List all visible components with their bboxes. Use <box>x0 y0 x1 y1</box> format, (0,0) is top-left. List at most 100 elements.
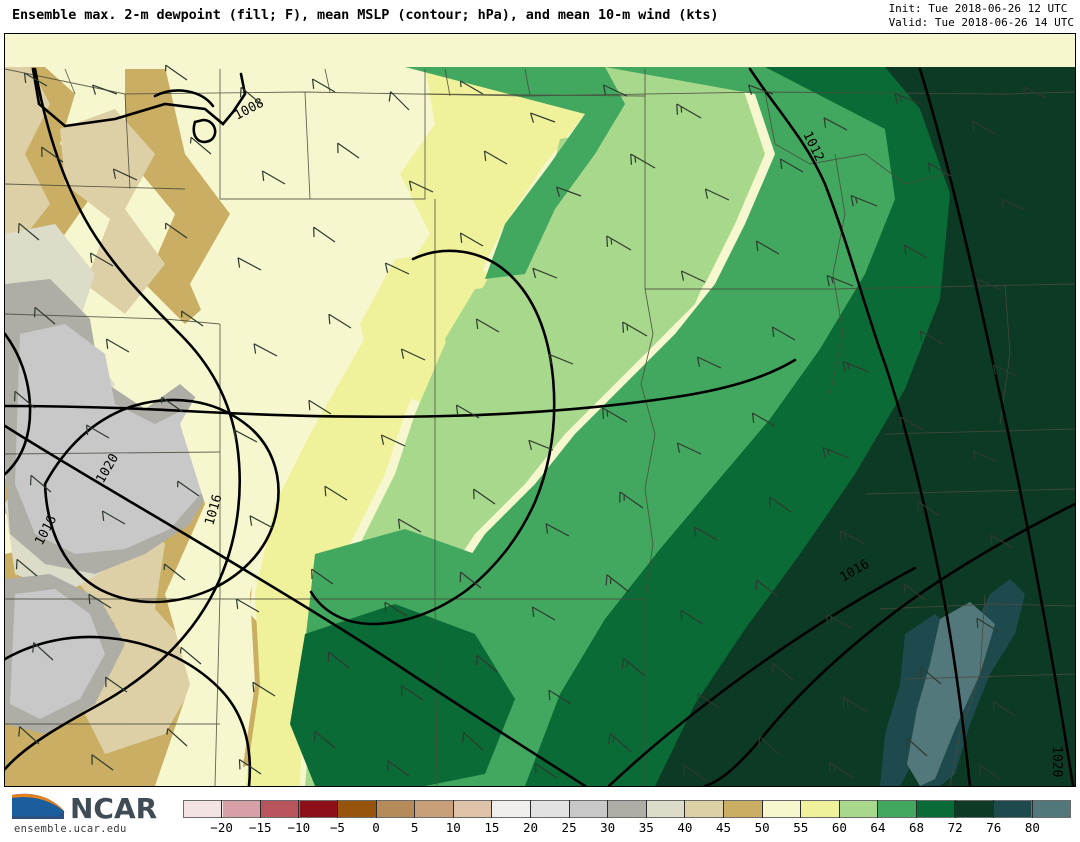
contour-1020-high <box>43 398 280 604</box>
colorbar-tick-label: 35 <box>638 820 654 835</box>
colorbar-swatch-3 <box>299 801 339 817</box>
colorbar-tick-mark <box>336 800 338 818</box>
colorbar-tick-mark <box>993 800 995 818</box>
map-canvas[interactable]: 1008 1012 1016 1016 1020 1016 1020 <box>4 33 1076 787</box>
colorbar-ticks: −20 −15 −10 −5 0 5 10 15 20 25 30 35 40 45 50 55 60 64 68 7… <box>183 800 1071 840</box>
colorbar-tick-label: 0 <box>372 820 380 835</box>
colorbar-tick-mark <box>684 800 686 818</box>
fill-band-25-30 <box>15 324 210 554</box>
colorbar-swatch-13 <box>684 801 724 817</box>
colorbar-swatch-4 <box>338 801 377 817</box>
fill-band-25-30b <box>10 589 105 719</box>
init-time: Init: Tue 2018-06-26 12 UTC <box>888 2 1068 15</box>
colorbar-swatch-9 <box>530 801 570 817</box>
colorbar-swatch-18 <box>877 801 916 817</box>
colorbar-tick-mark <box>221 800 223 818</box>
colorbar-tick-mark <box>877 800 879 818</box>
contour-1016-west <box>5 67 241 771</box>
colorbar-tick-label: 10 <box>445 820 461 835</box>
colorbar-swatch-2 <box>261 801 300 817</box>
logo-wordmark: NCAR <box>70 792 157 825</box>
colorbar-swatch-0 <box>184 801 223 817</box>
colorbar-swatch-1 <box>222 801 262 817</box>
colorbar-swatch-15 <box>761 801 801 817</box>
footer-bar: NCAR ensemble.ucar.edu −20 −15 −10 −5 0 5 10 15… <box>0 787 1080 842</box>
colorbar-tick-label: 25 <box>561 820 577 835</box>
fill-band-60-64c <box>445 279 605 429</box>
fill-band-64-68b <box>405 67 625 279</box>
colorbar-tick-label: 30 <box>600 820 616 835</box>
colorbar-tick-mark <box>761 800 763 818</box>
colorbar-tick-mark <box>645 800 647 818</box>
colorbar-tick-mark <box>259 800 261 818</box>
logo-orange-swoosh <box>12 793 66 813</box>
logo-blue-shadow <box>12 811 64 819</box>
colorbar-swatch-16 <box>800 801 839 817</box>
colorbar-tick-mark <box>491 800 493 818</box>
colorbar-tick-mark <box>954 800 956 818</box>
colorbar-tick-mark <box>916 800 918 818</box>
colorbar-tick-label: −5 <box>329 820 345 835</box>
colorbar-swatch-5 <box>376 801 416 817</box>
colorbar-tick-mark <box>568 800 570 818</box>
colorbar[interactable]: −20 −15 −10 −5 0 5 10 15 20 25 30 35 40 45 50 55 60 64 68 7… <box>183 800 1071 840</box>
colorbar-tick-mark <box>452 800 454 818</box>
colorbar-tick-label: 55 <box>793 820 809 835</box>
colorbar-tick-mark <box>607 800 609 818</box>
colorbar-tick-label: 60 <box>831 820 847 835</box>
contour-1008 <box>31 67 247 128</box>
colorbar-tick-label: 5 <box>410 820 419 835</box>
fill-band-60-64b <box>545 124 725 354</box>
colorbar-tick-mark <box>298 800 300 818</box>
colorbar-swatch-11 <box>607 801 647 817</box>
forecast-timestamps: Init: Tue 2018-06-26 12 UTC Valid: Tue 2… <box>889 2 1074 30</box>
valid-time: Valid: Tue 2018-06-26 14 UTC <box>888 16 1074 29</box>
colorbar-tick-mark <box>1031 800 1033 818</box>
colorbar-swatch-20 <box>954 801 993 817</box>
colorbar-swatch-19 <box>915 801 955 817</box>
fill-band-55-60 <box>240 67 585 786</box>
ncar-logo-svg: NCAR <box>12 792 157 825</box>
colorbar-tick-mark <box>375 800 377 818</box>
colorbar-swatch-8 <box>492 801 531 817</box>
logo-blue-shape <box>12 793 64 819</box>
colorbar-tick-label: 15 <box>484 820 500 835</box>
colorbar-tick-label: −20 <box>210 820 233 835</box>
colorbar-swatch-12 <box>646 801 685 817</box>
colorbar-tick-mark <box>723 800 725 818</box>
colorbar-tick-mark <box>800 800 802 818</box>
contour-1012 <box>748 67 972 786</box>
colorbar-swatches <box>183 800 1071 818</box>
colorbar-swatch-10 <box>569 801 608 817</box>
colorbar-tick-label: 68 <box>909 820 925 835</box>
header-bar: Ensemble max. 2-m dewpoint (fill; F), me… <box>0 0 1080 33</box>
colorbar-swatch-21 <box>992 801 1032 817</box>
colorbar-swatch-22 <box>1031 801 1070 817</box>
fill-band-50-55 <box>155 67 435 786</box>
fill-band-80-plus <box>907 602 995 786</box>
colorbar-tick-label: 45 <box>715 820 732 835</box>
ncar-logo[interactable]: NCAR <box>8 789 176 839</box>
colorbar-tick-label: 76 <box>986 820 1002 835</box>
colorbar-tick-label: −10 <box>287 820 311 835</box>
fill-band-64-68 <box>395 67 955 786</box>
colorbar-tick-mark <box>414 800 416 818</box>
logo-url-text: ensemble.ucar.edu <box>14 823 127 835</box>
contour-1016-diag <box>5 424 587 786</box>
colorbar-swatch-17 <box>838 801 878 817</box>
fill-band-40-45 <box>5 67 205 754</box>
contour-1012-plains <box>309 249 556 626</box>
colorbar-tick-label: 64 <box>870 820 886 835</box>
colorbar-tick-label: 72 <box>947 820 963 835</box>
colorbar-swatch-6 <box>415 801 454 817</box>
colorbar-tick-mark <box>529 800 531 818</box>
dewpoint-map-svg: 1008 1012 1016 1016 1020 1016 1020 <box>5 34 1075 786</box>
colorbar-tick-label: −15 <box>248 820 272 835</box>
colorbar-tick-label: 20 <box>522 820 538 835</box>
colorbar-swatch-7 <box>453 801 493 817</box>
contour-label-1020-b: 1020 <box>1049 746 1064 777</box>
page-title: Ensemble max. 2-m dewpoint (fill; F), me… <box>12 7 719 23</box>
mslp-contours <box>5 67 1075 786</box>
colorbar-tick-mark <box>838 800 840 818</box>
